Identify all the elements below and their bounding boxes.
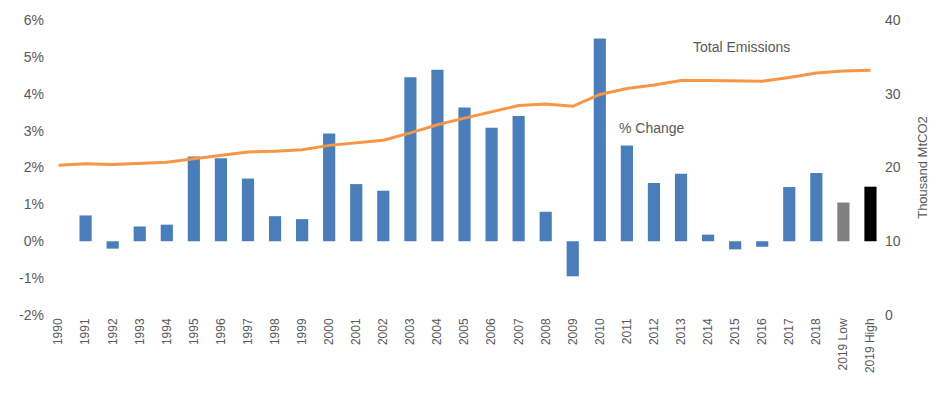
svg-text:2019 High: 2019 High xyxy=(863,318,877,373)
svg-text:2014: 2014 xyxy=(701,318,715,345)
svg-text:2015: 2015 xyxy=(728,318,742,345)
svg-text:2013: 2013 xyxy=(674,318,688,345)
svg-text:2010: 2010 xyxy=(593,318,607,345)
svg-text:4%: 4% xyxy=(24,86,44,102)
svg-text:1992: 1992 xyxy=(106,318,120,345)
svg-text:2016: 2016 xyxy=(755,318,769,345)
svg-text:% Change: % Change xyxy=(619,120,685,136)
svg-text:1%: 1% xyxy=(24,196,44,212)
svg-text:2007: 2007 xyxy=(512,318,526,345)
svg-text:6%: 6% xyxy=(24,12,44,28)
svg-text:2005: 2005 xyxy=(457,318,471,345)
svg-text:2000: 2000 xyxy=(322,318,336,345)
svg-text:Total Emissions: Total Emissions xyxy=(693,39,790,55)
svg-text:20: 20 xyxy=(885,159,901,175)
svg-text:2003: 2003 xyxy=(403,318,417,345)
svg-text:2017: 2017 xyxy=(782,318,796,345)
svg-text:-1%: -1% xyxy=(19,270,44,286)
svg-text:3%: 3% xyxy=(24,123,44,139)
svg-text:2006: 2006 xyxy=(484,318,498,345)
svg-text:1991: 1991 xyxy=(79,318,93,345)
svg-text:2019 Low: 2019 Low xyxy=(836,318,850,370)
svg-text:1990: 1990 xyxy=(51,318,65,345)
svg-text:1993: 1993 xyxy=(133,318,147,345)
svg-text:30: 30 xyxy=(885,86,901,102)
svg-text:2009: 2009 xyxy=(566,318,580,345)
svg-text:10: 10 xyxy=(885,233,901,249)
svg-text:2002: 2002 xyxy=(376,318,390,345)
svg-text:0: 0 xyxy=(885,307,893,323)
svg-text:5%: 5% xyxy=(24,49,44,65)
svg-text:1996: 1996 xyxy=(214,318,228,345)
svg-text:2011: 2011 xyxy=(620,318,634,344)
svg-text:1994: 1994 xyxy=(160,318,174,345)
svg-text:Thousand MtCO2: Thousand MtCO2 xyxy=(915,116,930,219)
svg-text:2008: 2008 xyxy=(539,318,553,345)
svg-text:1995: 1995 xyxy=(187,318,201,345)
svg-text:1998: 1998 xyxy=(268,318,282,345)
svg-text:40: 40 xyxy=(885,12,901,28)
svg-text:2004: 2004 xyxy=(430,318,444,345)
svg-text:2%: 2% xyxy=(24,159,44,175)
svg-text:2018: 2018 xyxy=(809,318,823,345)
svg-text:1997: 1997 xyxy=(241,318,255,345)
svg-text:1999: 1999 xyxy=(295,318,309,345)
svg-text:0%: 0% xyxy=(24,233,44,249)
svg-text:2001: 2001 xyxy=(349,318,363,345)
svg-text:2012: 2012 xyxy=(647,318,661,345)
svg-text:-2%: -2% xyxy=(19,307,44,323)
